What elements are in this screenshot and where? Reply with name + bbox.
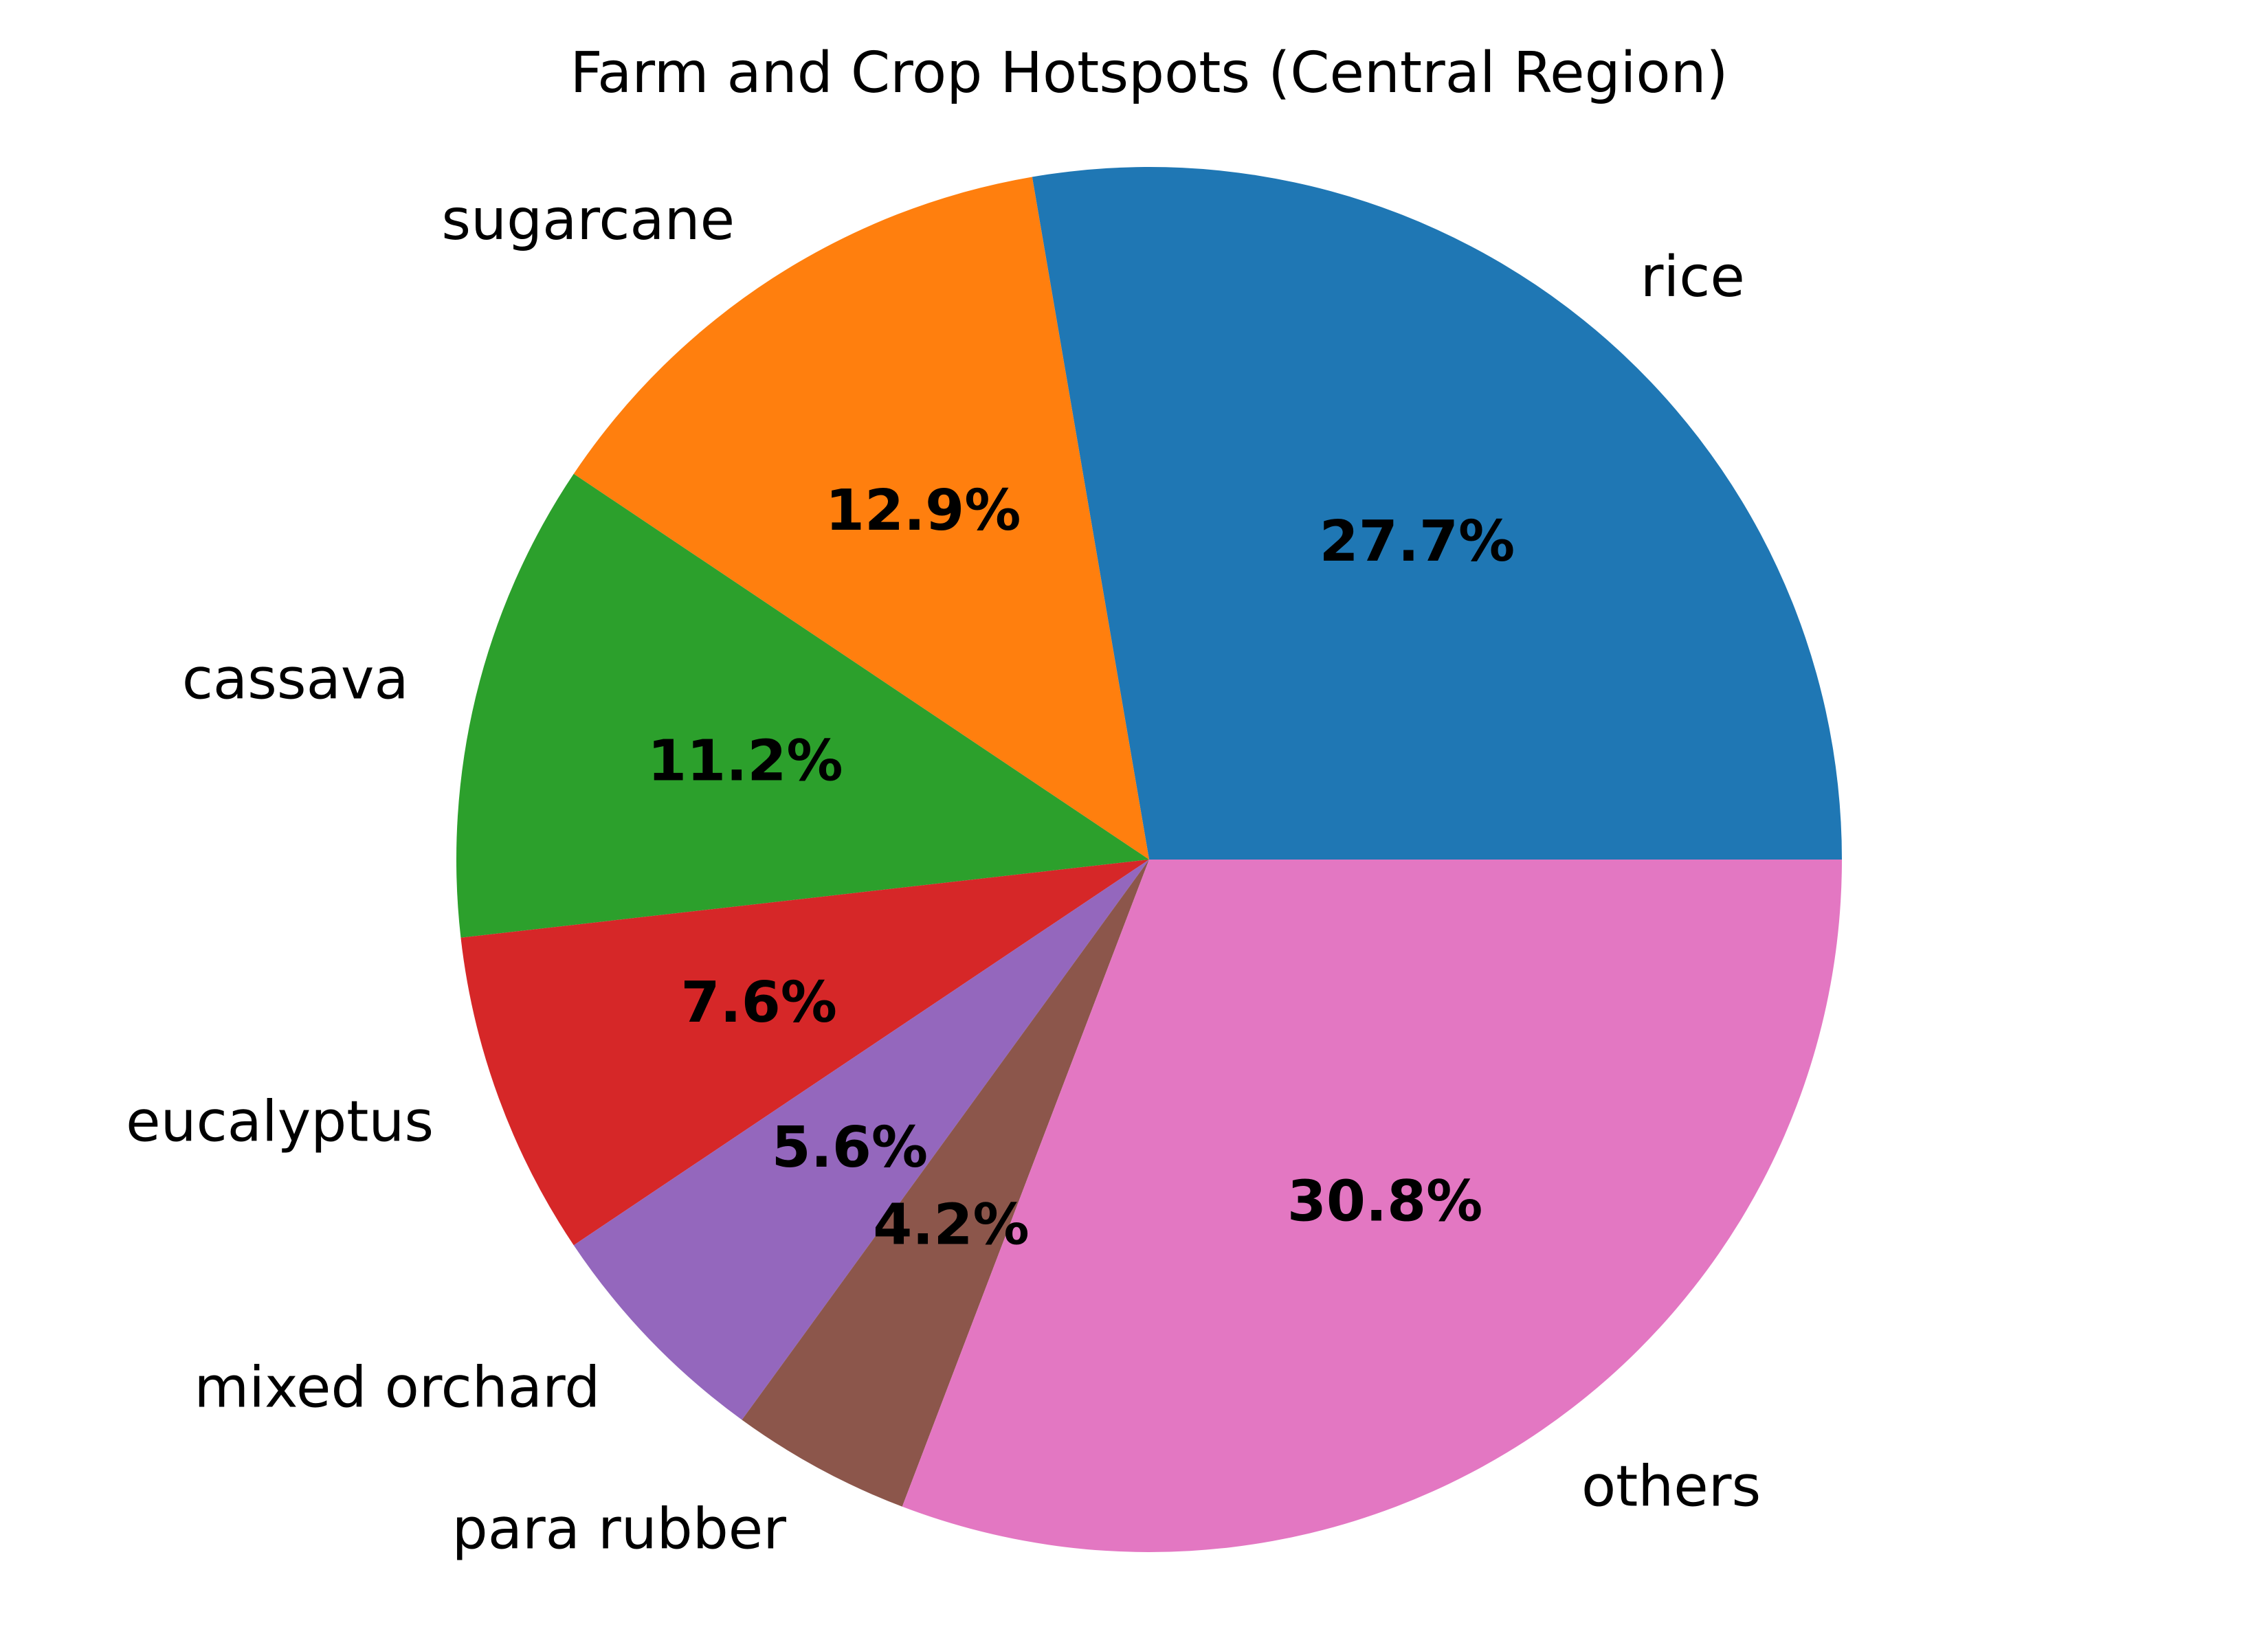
pie-slice-eucalyptus bbox=[460, 860, 1149, 1246]
slice-label-para-rubber: para rubber bbox=[452, 1496, 787, 1562]
slice-label-sugarcane: sugarcane bbox=[441, 188, 735, 253]
pct-label-others: 30.8% bbox=[1287, 1169, 1482, 1235]
pct-label-sugarcane: 12.9% bbox=[825, 478, 1021, 543]
pie-slice-para-rubber bbox=[742, 860, 1149, 1507]
slices-layer bbox=[456, 166, 1842, 1552]
pie-slice-others bbox=[902, 860, 1842, 1552]
labels-layer: rice 27.7% sugarcane 12.9% cassava 11.2% eucal… bbox=[126, 188, 1761, 1562]
slice-label-cassava: cassava bbox=[182, 647, 409, 712]
chart-title: Farm and Crop Hotspots (Central Region) bbox=[570, 41, 1728, 106]
slice-label-others: others bbox=[1581, 1455, 1761, 1520]
pct-label-eucalyptus: 7.6% bbox=[681, 970, 837, 1035]
pie-slice-cassava bbox=[456, 473, 1149, 938]
slice-label-rice: rice bbox=[1641, 245, 1745, 310]
pct-label-para-rubber: 4.2% bbox=[873, 1192, 1029, 1257]
pct-label-cassava: 11.2% bbox=[647, 728, 843, 794]
pie-slice-sugarcane bbox=[573, 177, 1149, 860]
pie-slice-rice bbox=[1032, 166, 1842, 860]
pct-label-mixed-orchard: 5.6% bbox=[772, 1115, 928, 1180]
pct-label-rice: 27.7% bbox=[1320, 509, 1515, 574]
slice-label-mixed-orchard: mixed orchard bbox=[194, 1356, 600, 1421]
pie-slice-mixed-orchard bbox=[573, 860, 1149, 1420]
slice-label-eucalyptus: eucalyptus bbox=[126, 1090, 434, 1155]
